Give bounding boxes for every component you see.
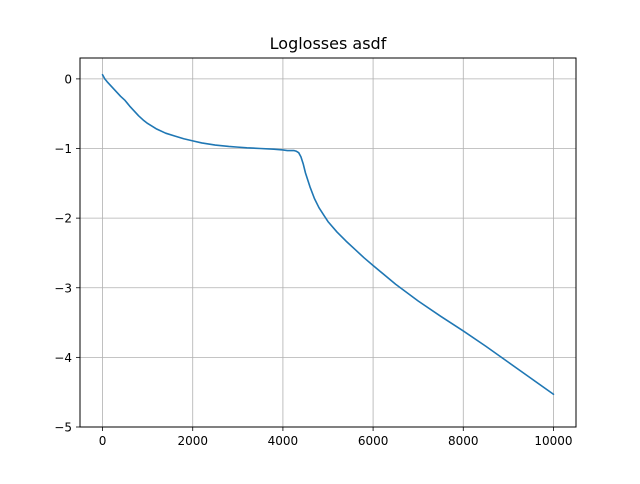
y-tick-label: 0 (64, 72, 72, 86)
x-tick-label: 4000 (268, 434, 299, 448)
axis-ticks: 0 2000 4000 6000 8000 10000 0 −1 −2 −3 −4 −5 (54, 72, 572, 448)
chart-title: Loglosses asdf (270, 34, 387, 53)
x-tick-label: 6000 (358, 434, 389, 448)
series-line (101, 73, 555, 396)
y-tick-label: −4 (54, 351, 72, 365)
y-tick-label: −5 (54, 421, 72, 435)
y-tick-label: −3 (54, 281, 72, 295)
y-tick-label: −2 (54, 212, 72, 226)
plot-area-frame (79, 57, 577, 428)
data-layer (101, 73, 555, 396)
x-tick-label: 0 (99, 434, 107, 448)
y-tick-label: −1 (54, 142, 72, 156)
x-tick-label: 10000 (534, 434, 572, 448)
x-tick-label: 2000 (177, 434, 208, 448)
x-tick-label: 8000 (448, 434, 479, 448)
